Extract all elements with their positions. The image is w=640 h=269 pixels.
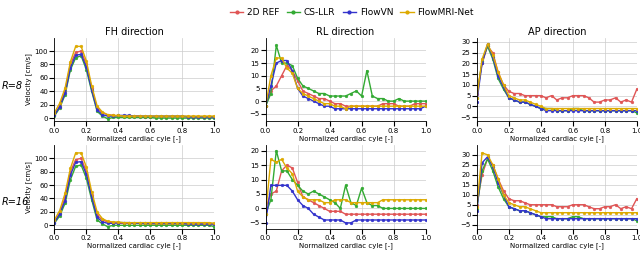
X-axis label: Normalized cardiac cyle [-]: Normalized cardiac cyle [-] [299, 242, 392, 249]
Y-axis label: Velocity [cm/s]: Velocity [cm/s] [25, 161, 32, 213]
X-axis label: Normalized cardiac cyle [-]: Normalized cardiac cyle [-] [88, 135, 181, 142]
Text: R=16: R=16 [1, 197, 29, 207]
X-axis label: Normalized cardiac cyle [-]: Normalized cardiac cyle [-] [510, 135, 604, 142]
Title: AP direction: AP direction [527, 27, 586, 37]
X-axis label: Normalized cardiac cyle [-]: Normalized cardiac cyle [-] [510, 242, 604, 249]
Title: FH direction: FH direction [105, 27, 164, 37]
X-axis label: Normalized cardiac cyle [-]: Normalized cardiac cyle [-] [88, 242, 181, 249]
Title: RL direction: RL direction [316, 27, 375, 37]
Y-axis label: Velocity [cm/s]: Velocity [cm/s] [25, 54, 32, 105]
X-axis label: Normalized cardiac cyle [-]: Normalized cardiac cyle [-] [299, 135, 392, 142]
Text: R=8: R=8 [1, 81, 22, 91]
Legend: 2D REF, CS-LLR, FlowVN, FlowMRI-Net: 2D REF, CS-LLR, FlowVN, FlowMRI-Net [227, 5, 477, 21]
